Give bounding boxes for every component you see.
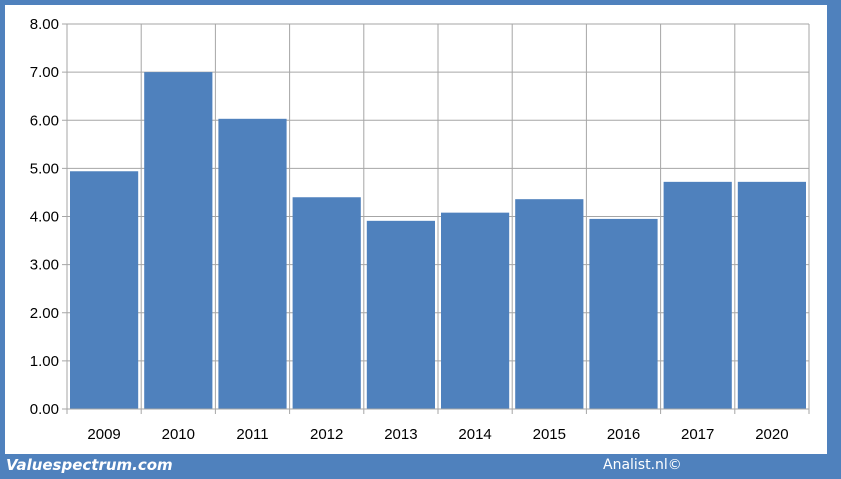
y-tick-labels: 0.00 1.00 2.00 3.00 4.00 5.00 6.00 7.00 8.00: [30, 16, 59, 418]
bar-2016: [589, 218, 658, 409]
y-tick-label: 7.00: [30, 64, 59, 81]
x-tick-label: 2017: [681, 426, 714, 443]
x-tick-label: 2016: [607, 426, 640, 443]
bar-2009: [70, 171, 139, 409]
axes: [62, 23, 810, 414]
bar-2020: [737, 181, 806, 409]
bars: [70, 72, 806, 410]
bar-2012: [292, 197, 361, 409]
x-tick-label: 2009: [87, 426, 120, 443]
y-tick-label: 4.00: [30, 209, 59, 226]
x-tick-label: 2010: [162, 426, 195, 443]
chart-area: 0.00 1.00 2.00 3.00 4.00 5.00 6.00 7.00 8.00 200…: [5, 5, 827, 454]
bar-2017: [663, 181, 732, 409]
bar-2014: [441, 212, 510, 409]
x-tick-label: 2011: [236, 426, 268, 443]
x-tick-label: 2020: [755, 426, 788, 443]
x-tick-label: 2013: [384, 426, 417, 443]
y-tick-label: 8.00: [30, 16, 59, 33]
x-tick-label: 2012: [310, 426, 343, 443]
y-tick-label: 5.00: [30, 160, 59, 177]
y-tick-label: 2.00: [30, 305, 59, 322]
footer-site-label: Valuespectrum.com: [6, 456, 173, 474]
x-tick-label: 2014: [458, 426, 491, 443]
y-tick-label: 1.00: [30, 353, 59, 370]
y-tick-label: 0.00: [30, 401, 59, 418]
bar-2011: [218, 118, 287, 410]
bar-chart: 0.00 1.00 2.00 3.00 4.00 5.00 6.00 7.00 8.00 200…: [30, 16, 810, 443]
y-tick-label: 3.00: [30, 257, 59, 274]
bar-2015: [515, 199, 584, 409]
bar-2013: [366, 220, 435, 409]
y-tick-label: 6.00: [30, 112, 59, 129]
x-tick-label: 2015: [533, 426, 566, 443]
x-tick-labels: 2009 2010 2011 2012 2013 2014 2015 2016 2017 2020: [87, 426, 788, 443]
bar-2010: [144, 72, 213, 409]
footer-credit-label: Analist.nl©: [603, 457, 682, 473]
